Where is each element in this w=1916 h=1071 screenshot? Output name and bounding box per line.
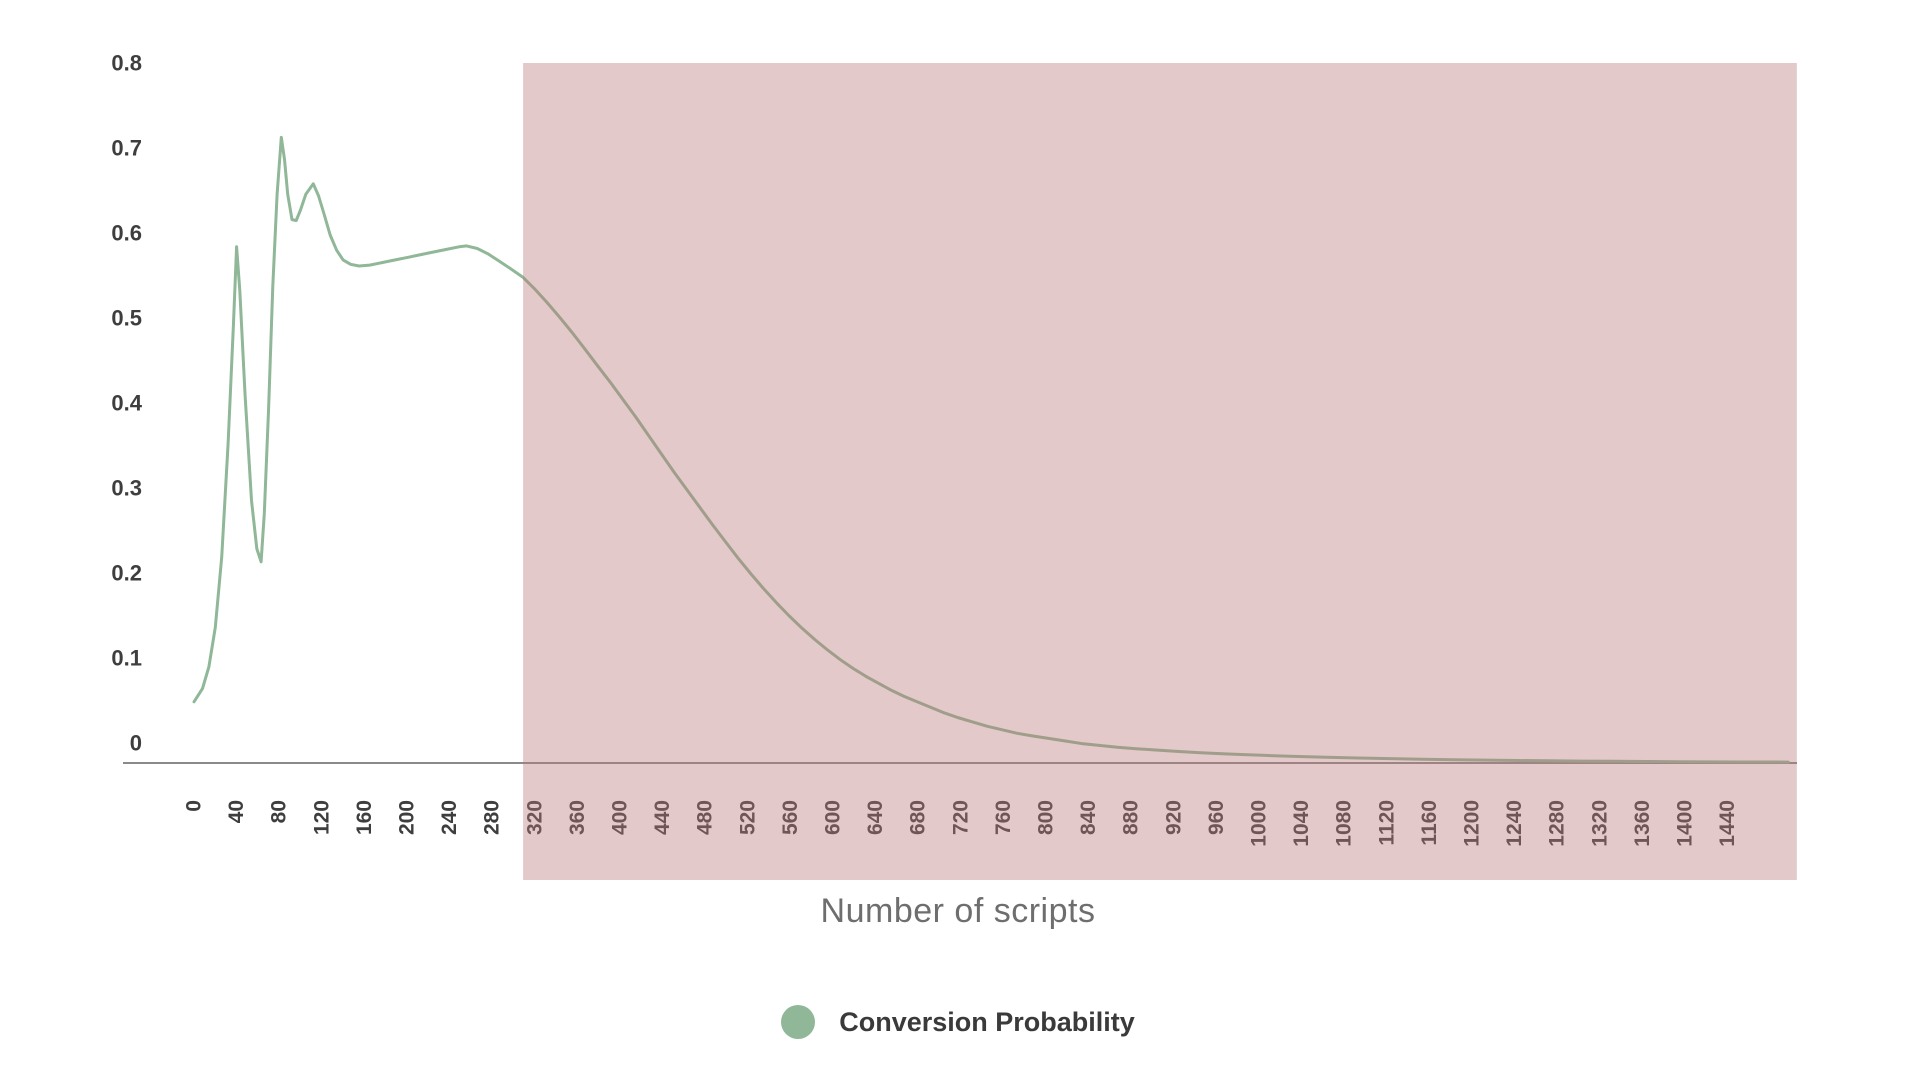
- x-tick-label: 0: [183, 800, 206, 812]
- legend-marker-circle: [781, 1005, 816, 1039]
- x-tick-label: 1040: [1290, 800, 1313, 847]
- x-tick-label: 440: [651, 800, 674, 835]
- x-tick-label: 200: [396, 800, 419, 835]
- x-tick-label: 1400: [1674, 800, 1697, 847]
- x-tick-label: 1240: [1503, 800, 1526, 847]
- x-tick-label: 1320: [1588, 800, 1611, 847]
- series-line-conversion-probability: [192, 135, 1790, 764]
- x-tick-label: 240: [438, 800, 461, 835]
- x-tick-label: 400: [609, 800, 632, 835]
- y-tick-label: 0.2: [111, 561, 142, 586]
- x-tick-label: 1080: [1333, 800, 1356, 847]
- y-tick-label: 0.7: [111, 136, 142, 161]
- x-tick-label: 600: [822, 800, 845, 835]
- x-tick-label: 640: [864, 800, 887, 835]
- x-tick-label: 880: [1120, 800, 1143, 835]
- x-tick-label: 320: [523, 800, 546, 835]
- legend-label: Conversion Probability: [839, 1006, 1135, 1037]
- y-tick-label: 0: [130, 731, 142, 756]
- y-tick-label: 0.5: [111, 306, 142, 331]
- y-tick-label: 0.1: [111, 646, 142, 671]
- x-tick-label: 80: [268, 800, 291, 823]
- x-tick-label: 360: [566, 800, 589, 835]
- x-tick-label: 760: [992, 800, 1015, 835]
- x-tick-label: 280: [481, 800, 504, 835]
- y-tick-label: 0.8: [111, 51, 142, 76]
- x-tick-label: 920: [1162, 800, 1185, 835]
- x-tick-label: 560: [779, 800, 802, 835]
- x-tick-label: 520: [736, 800, 759, 835]
- x-tick-label: 1160: [1418, 800, 1441, 846]
- x-tick-label: 120: [310, 800, 333, 835]
- x-tick-label: 680: [907, 800, 930, 835]
- x-tick-label: 1200: [1461, 800, 1484, 847]
- x-tick-label: 1440: [1716, 800, 1739, 847]
- y-tick-label: 0.3: [111, 476, 142, 501]
- x-tick-label: 800: [1035, 800, 1058, 835]
- x-tick-label: 480: [694, 800, 717, 835]
- y-tick-label: 0.4: [111, 391, 142, 416]
- x-tick-label: 960: [1205, 800, 1228, 835]
- x-tick-label: 720: [949, 800, 972, 835]
- legend: Conversion Probability: [0, 1003, 1916, 1041]
- highlight-region-overlay: [523, 63, 1797, 880]
- x-tick-label: 840: [1077, 800, 1100, 835]
- x-tick-label: 1120: [1375, 800, 1398, 846]
- x-tick-label: 160: [353, 800, 376, 835]
- x-axis-title: Number of scripts: [820, 892, 1096, 930]
- x-tick-label: 1360: [1631, 800, 1654, 847]
- x-tick-label: 1280: [1546, 800, 1569, 847]
- y-tick-label: 0.6: [111, 221, 142, 246]
- x-tick-label: 1000: [1248, 800, 1271, 847]
- x-tick-label: 40: [225, 800, 248, 823]
